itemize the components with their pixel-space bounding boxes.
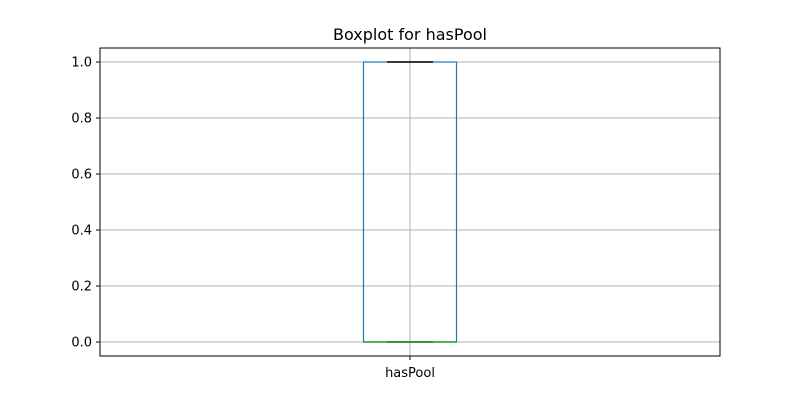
x-tick-label: hasPool bbox=[385, 366, 435, 381]
y-tick-label: 1.0 bbox=[71, 56, 92, 71]
y-tick-label: 0.0 bbox=[71, 336, 92, 351]
y-tick-label: 0.6 bbox=[71, 168, 92, 183]
grid-lines bbox=[100, 48, 720, 356]
y-tick-label: 0.8 bbox=[71, 112, 92, 127]
chart-title: Boxplot for hasPool bbox=[333, 25, 487, 44]
plot-area bbox=[362, 61, 458, 343]
y-tick-label: 0.2 bbox=[71, 280, 92, 295]
y-tick-label: 0.4 bbox=[71, 224, 92, 239]
axes-frame bbox=[99, 47, 721, 357]
axes: 0.0 0.2 0.4 0.6 0.8 1.0 hasPool bbox=[71, 47, 721, 381]
